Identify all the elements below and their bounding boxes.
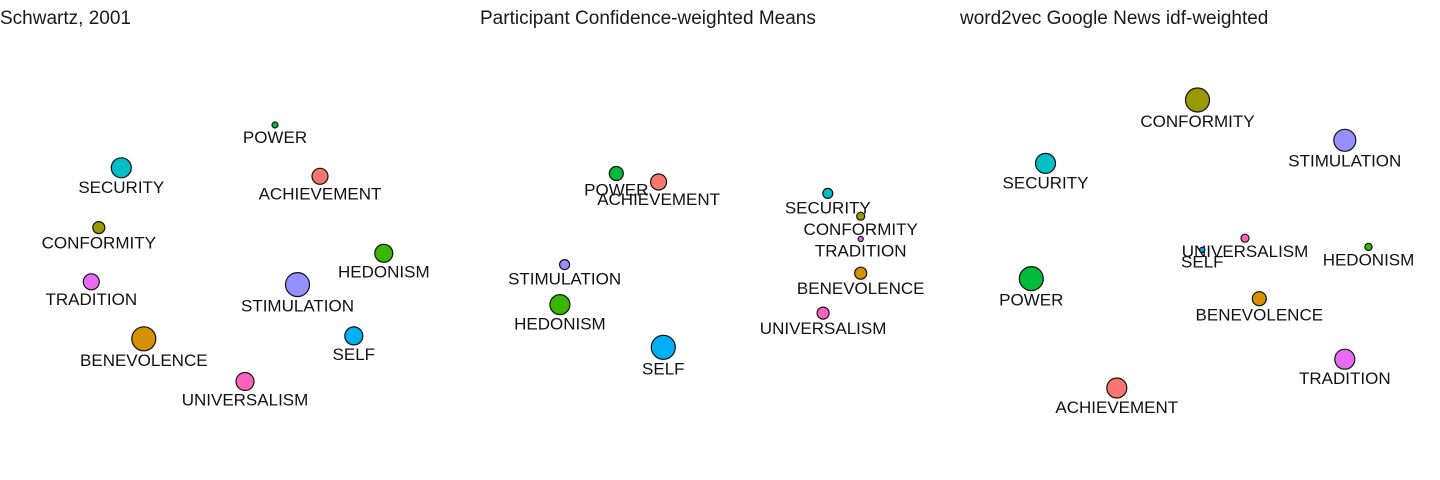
point-label-benevolence: BENEVOLENCE: [1196, 306, 1324, 325]
point-security: [822, 187, 834, 199]
point-label-benevolence: BENEVOLENCE: [80, 351, 208, 370]
point-self: [344, 326, 364, 346]
point-label-tradition: TRADITION: [1299, 369, 1391, 388]
point-security: [1034, 152, 1057, 174]
point-power: [1018, 266, 1044, 292]
point-tradition: [857, 235, 864, 243]
point-achievement: [649, 173, 668, 191]
point-label-self: SELF: [333, 345, 376, 364]
point-stimulation: [558, 259, 571, 271]
point-label-hedonism: HEDONISM: [338, 262, 430, 281]
point-achievement: [1106, 377, 1128, 399]
point-label-power: POWER: [999, 291, 1063, 310]
point-benevolence: [1251, 291, 1267, 307]
panel-word2vec: CONFORMITY STIMULATION SECURITY UNIVERSALIS…: [999, 87, 1415, 417]
point-label-power: POWER: [243, 128, 307, 147]
point-hedonism: [374, 243, 394, 263]
point-power: [271, 121, 279, 129]
point-label-power: POWER: [584, 181, 648, 200]
point-label-self: SELF: [1181, 252, 1224, 271]
point-label-conformity: CONFORMITY: [804, 220, 918, 239]
point-stimulation: [284, 272, 311, 298]
point-tradition: [82, 273, 100, 291]
point-self: [650, 334, 676, 360]
point-conformity: [1184, 87, 1211, 113]
point-label-hedonism: HEDONISM: [514, 315, 606, 334]
point-universalism: [235, 371, 255, 392]
panel-schwartz: SECURITY POWER ACHIEVEMENT CONFORMITY HEDONI…: [42, 121, 430, 410]
point-label-security: SECURITY: [78, 178, 164, 197]
point-label-tradition: TRADITION: [815, 242, 907, 261]
point-tradition: [1334, 348, 1356, 370]
point-label-universalism: UNIVERSALISM: [182, 391, 309, 410]
point-label-stimulation: STIMULATION: [241, 297, 354, 316]
point-hedonism: [1364, 242, 1373, 252]
point-label-stimulation: STIMULATION: [508, 270, 621, 289]
point-label-achievement: ACHIEVEMENT: [597, 190, 720, 209]
point-label-tradition: TRADITION: [45, 290, 137, 309]
panel-title-1: Schwartz, 2001: [0, 8, 131, 29]
point-conformity: [856, 211, 866, 221]
point-hedonism: [549, 294, 571, 316]
panel-title-2: Participant Confidence-weighted Means: [480, 8, 816, 29]
point-label-conformity: CONFORMITY: [1140, 112, 1254, 131]
point-label-universalism: UNIVERSALISM: [760, 319, 887, 338]
point-label-achievement: ACHIEVEMENT: [1055, 398, 1178, 417]
point-power: [608, 165, 624, 182]
point-label-benevolence: BENEVOLENCE: [797, 279, 925, 298]
point-self: [1199, 246, 1206, 253]
point-label-hedonism: HEDONISM: [1323, 251, 1415, 270]
point-achievement: [311, 167, 329, 185]
point-stimulation: [1333, 128, 1357, 152]
point-universalism: [1240, 233, 1250, 243]
point-label-security: SECURITY: [1003, 173, 1089, 192]
point-label-conformity: CONFORMITY: [42, 234, 156, 253]
point-label-stimulation: STIMULATION: [1288, 151, 1401, 170]
point-universalism: [816, 306, 830, 320]
point-label-achievement: ACHIEVEMENT: [259, 184, 382, 203]
point-label-universalism: UNIVERSALISM: [1182, 242, 1309, 261]
point-label-self: SELF: [642, 359, 685, 378]
point-benevolence: [854, 266, 868, 280]
point-benevolence: [131, 326, 157, 352]
panel-title-3: word2vec Google News idf-weighted: [959, 8, 1268, 29]
point-label-security: SECURITY: [785, 198, 871, 217]
point-security: [110, 157, 132, 179]
point-conformity: [92, 221, 106, 235]
